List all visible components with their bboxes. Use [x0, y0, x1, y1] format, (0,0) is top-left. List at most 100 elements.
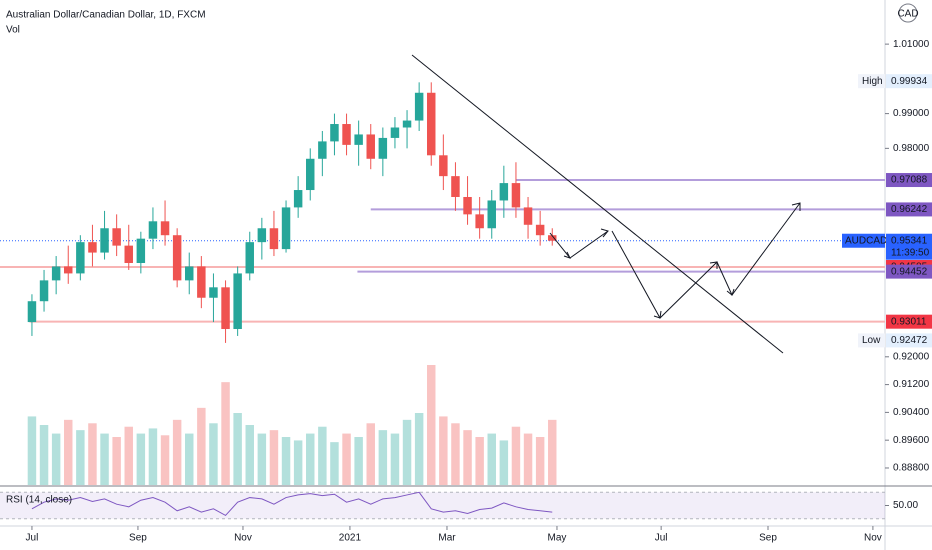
low-tag: Low: [862, 335, 881, 346]
candle-body: [414, 92, 424, 121]
candle-body: [293, 190, 303, 208]
candle-body: [88, 242, 97, 253]
volume-bar: [136, 433, 146, 485]
volume-bar: [293, 440, 303, 485]
volume-bar: [463, 430, 472, 485]
candle-body: [330, 124, 339, 142]
volume-bar: [548, 419, 557, 485]
x-tick-label: Jul: [655, 533, 668, 544]
candle-body: [378, 137, 388, 159]
volume-bar: [378, 430, 388, 485]
price-label-bg: [886, 314, 932, 329]
volume-bar: [160, 435, 170, 485]
candle-body: [76, 242, 85, 274]
candle-body: [160, 221, 170, 236]
candle-body: [548, 235, 557, 241]
last-price: 0.95341: [891, 235, 928, 246]
candle-body: [51, 266, 61, 281]
price-label: 0.92472: [891, 335, 928, 346]
candle-body: [475, 214, 484, 229]
volume-bar: [523, 433, 533, 485]
volume-bar: [197, 407, 206, 485]
candle-body: [257, 228, 267, 243]
volume-bar: [257, 433, 267, 485]
candle-body: [342, 124, 351, 145]
price-label: 0.96242: [891, 204, 928, 215]
price-label-bg: [886, 264, 932, 279]
volume-bar: [427, 365, 436, 485]
x-tick-label: 2021: [339, 533, 362, 544]
countdown: 11:39:50: [891, 247, 930, 258]
volume-label: Vol: [6, 25, 20, 36]
candle-body: [354, 134, 363, 145]
candle-body: [463, 196, 472, 215]
volume-bar: [100, 433, 109, 485]
y-tick-label: 0.90400: [893, 407, 930, 418]
candle-body: [306, 158, 315, 191]
price-label-bg: [886, 333, 932, 348]
volume-bar: [487, 433, 496, 485]
candle-body: [148, 221, 158, 239]
volume-bar: [342, 433, 351, 485]
x-tick-label: Nov: [234, 533, 252, 544]
volume-bar: [172, 419, 182, 485]
volume-bar: [51, 433, 61, 485]
arrow-head: [563, 251, 571, 259]
currency-badge[interactable]: [898, 3, 918, 23]
candle-body: [366, 134, 375, 159]
volume-bar: [39, 425, 49, 485]
candle-body: [451, 176, 460, 197]
x-tick-label: May: [548, 533, 567, 544]
rsi-label: RSI (14, close): [6, 495, 72, 506]
candle-body: [245, 242, 254, 274]
volume-bar: [366, 423, 375, 485]
candle-body: [439, 155, 448, 177]
candle-body: [124, 245, 133, 263]
volume-bar: [439, 416, 448, 485]
last-price-bg: [886, 233, 932, 260]
candle-body: [39, 280, 49, 302]
candle-body: [27, 301, 37, 323]
candle-body: [318, 141, 327, 159]
volume-bar: [330, 442, 339, 485]
volume-bar: [306, 433, 315, 485]
symbol-tag-bg: [842, 233, 885, 248]
y-tick-label: 0.98000: [893, 143, 930, 154]
y-tick-label: 0.92000: [893, 351, 930, 362]
trend-line: [411, 54, 784, 354]
y-tick-label: 0.89600: [893, 435, 930, 446]
candle-body: [511, 183, 521, 208]
x-tick-label: Sep: [759, 533, 777, 544]
rsi-band: [0, 492, 885, 519]
volume-bar: [64, 419, 73, 485]
candle-body: [233, 273, 242, 330]
volume-bar: [535, 437, 545, 485]
y-tick-label: 0.99000: [893, 108, 930, 119]
volume-bar: [88, 423, 97, 485]
low-tag-bg: [858, 333, 885, 348]
volume-bar: [148, 428, 158, 485]
candle-body: [269, 228, 279, 250]
volume-bar: [402, 419, 412, 485]
chart-title: Australian Dollar/Canadian Dollar, 1D, F…: [6, 10, 206, 21]
candle-body: [523, 207, 533, 225]
candle-body: [390, 127, 400, 138]
price-label: 0.99934: [891, 76, 928, 87]
candle-body: [281, 207, 291, 250]
volume-bar: [221, 382, 230, 485]
volume-bar: [27, 416, 37, 485]
volume-bar: [185, 433, 194, 485]
arrow-head: [709, 261, 718, 269]
volume-bar: [209, 423, 218, 485]
price-label: 0.93011: [891, 316, 927, 327]
candle-body: [499, 183, 509, 201]
price-label: 0.97088: [891, 175, 928, 186]
candle-body: [64, 266, 73, 274]
currency-label[interactable]: CAD: [897, 9, 918, 20]
y-tick-label: 1.01000: [893, 39, 930, 50]
x-tick-label: Sep: [129, 533, 147, 544]
volume-bar: [112, 437, 121, 485]
volume-bar: [281, 437, 291, 485]
volume-bar: [76, 430, 85, 485]
